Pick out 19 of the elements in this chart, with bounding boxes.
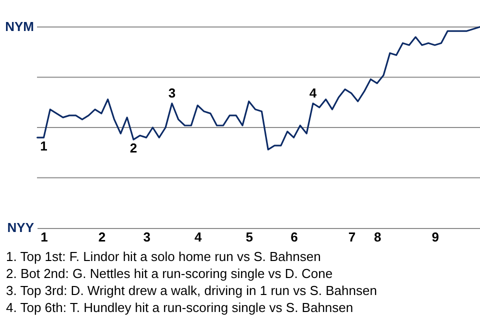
x-tick-label: 6 [290,230,298,244]
x-tick-label: 2 [98,230,106,244]
text: NYY [7,220,34,235]
annotation: 2 [130,140,138,156]
x-tick-label: 8 [374,230,382,244]
x-tick-label: 4 [194,230,202,244]
x-tick-label: 3 [143,230,150,244]
x-tick-label: 5 [246,230,253,244]
text: 4. Top 6th: T. Hundley hit a run-scoring single vs S. Bahnsen [6,300,354,315]
text: NYM [5,19,34,34]
text: 1. Top 1st: F. Lindor hit a solo home run vs S. Bahnsen [6,249,321,264]
x-tick-label: 9 [432,230,439,244]
text: 2. Bot 2nd: G. Nettles hit a run-scoring single vs D. Cone [6,266,333,281]
annotation: 4 [309,85,318,100]
annotation: 1 [40,138,48,154]
annotation: 3 [168,85,176,100]
text: 3. Top 3rd: D. Wright drew a walk, driving in 1 run vs S. Bahnsen [6,283,377,298]
x-tick-label: 1 [40,230,48,244]
x-tick-label: 7 [348,230,356,244]
